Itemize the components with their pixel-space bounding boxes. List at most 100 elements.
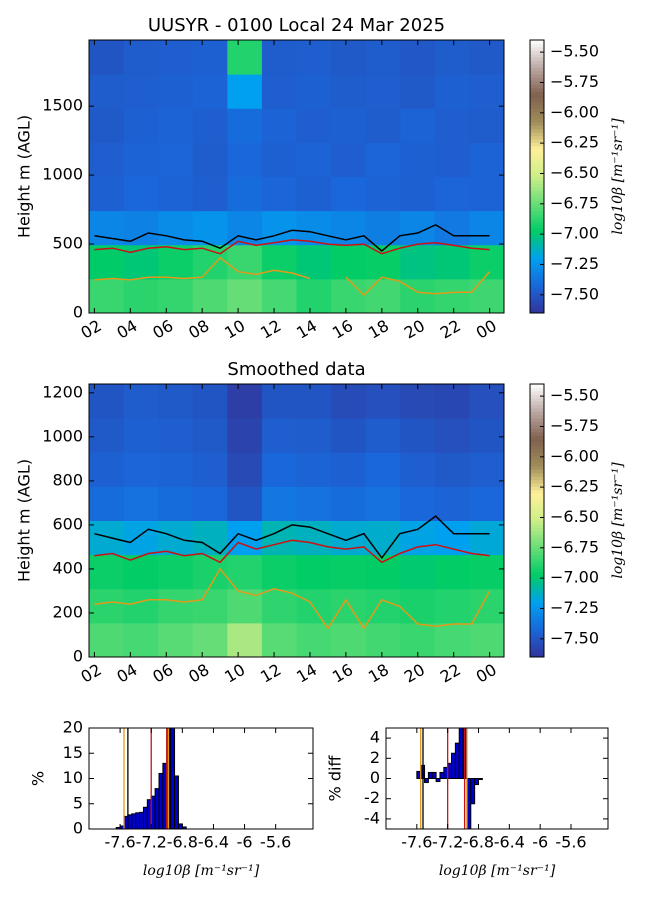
plot-area	[89, 384, 504, 657]
x-tick-label: 20	[401, 316, 428, 343]
colorbar-slice	[530, 118, 544, 123]
colorbar-slice	[530, 452, 544, 457]
heatmap-cell	[192, 176, 228, 212]
colorbar-slice	[530, 94, 544, 99]
heatmap-cell	[434, 554, 470, 590]
heatmap-cell	[365, 418, 401, 453]
colorbar-frame	[529, 383, 545, 658]
heatmap-cell	[227, 74, 263, 109]
colorbar-slice	[530, 619, 544, 624]
histogram-bar	[135, 812, 141, 829]
heatmap-cell	[123, 278, 159, 313]
colorbar-slice	[530, 179, 544, 184]
colorbar-slice	[530, 142, 544, 147]
heatmap-cell	[158, 74, 194, 109]
heatmap-cell	[192, 40, 228, 75]
heatmap-cell	[469, 520, 504, 556]
colorbar-tick-label: −7.00	[550, 224, 599, 243]
colorbar-tick-label: −6.50	[550, 163, 599, 182]
colorbar-tick-label: −6.25	[550, 477, 599, 496]
colorbar-slice	[530, 496, 544, 501]
colorbar-slice	[530, 145, 544, 150]
heatmap-cell	[123, 588, 159, 624]
colorbar-slice	[530, 196, 544, 201]
heatmap-cell	[434, 40, 470, 75]
heatmap-cell	[296, 418, 332, 453]
colorbar-tick-label: −6.00	[550, 446, 599, 465]
heatmap-cell	[296, 588, 332, 624]
x-axis-label: log10β [m⁻¹sr⁻¹]	[143, 863, 260, 879]
colorbar-slice	[530, 292, 544, 297]
colorbar-slice	[530, 176, 544, 181]
heatmap-cell	[434, 278, 470, 313]
colorbar-slice	[530, 547, 544, 552]
x-tick-label: -5.6	[260, 833, 291, 852]
histogram-bar	[474, 778, 480, 786]
x-tick-label: -6	[237, 833, 253, 852]
y-tick-label: 4	[370, 728, 380, 747]
y-tick-label: 2	[370, 748, 380, 767]
colorbar-slice	[530, 530, 544, 535]
heatmap-cell	[89, 384, 125, 419]
x-tick-label: 00	[473, 316, 500, 343]
heatmap-cell	[365, 74, 401, 109]
colorbar-slice	[530, 186, 544, 191]
plot-frame	[88, 39, 505, 314]
histogram-bar	[435, 778, 441, 783]
x-tick-label: -7.2	[432, 833, 463, 852]
histogram-bar	[431, 771, 437, 780]
histogram-bar	[158, 772, 164, 829]
heatmap-cell	[469, 108, 504, 143]
y-axis-label: Height m (AGL)	[15, 459, 34, 582]
colorbar-slice	[530, 479, 544, 484]
heatmap-cell	[158, 452, 194, 487]
colorbar-slice	[530, 534, 544, 539]
heatmap-cell	[469, 622, 504, 657]
heatmap-cell	[365, 554, 401, 590]
colorbar-slice	[530, 612, 544, 617]
histogram-bar	[170, 728, 176, 829]
heatmap-cell	[123, 74, 159, 109]
colorbar-slice	[530, 121, 544, 126]
colorbar-slice	[530, 265, 544, 270]
histogram-bar	[458, 728, 464, 779]
colorbar-slice	[530, 520, 544, 525]
colorbar-slice	[530, 407, 544, 412]
heatmap-cell	[331, 74, 367, 109]
histogram-bar	[451, 752, 456, 779]
heatmap-cell	[434, 520, 470, 556]
heatmap-cell	[469, 554, 504, 590]
colorbar-slice	[530, 401, 544, 405]
colorbar-slice	[530, 390, 544, 395]
heatmap-cell	[296, 244, 332, 280]
colorbar-slice	[530, 108, 544, 113]
colorbar-slice	[530, 411, 544, 416]
colorbar-slice	[530, 220, 544, 225]
colorbar-slice	[530, 500, 544, 504]
heatmap-cell	[227, 588, 263, 624]
colorbar-slice	[530, 77, 544, 82]
heatmap-cell	[227, 554, 263, 590]
colorbar-tick-label: −6.75	[550, 537, 599, 556]
colorbar-slice	[530, 70, 544, 75]
heatmap-cell	[365, 384, 401, 419]
heatmap-cell	[296, 278, 332, 313]
profile-line	[94, 239, 490, 255]
heatmap-cell	[331, 142, 367, 177]
x-tick-label: 06	[149, 660, 176, 687]
x-tick-label: -5.6	[555, 833, 586, 852]
colorbar-slice	[530, 289, 544, 294]
colorbar-slice	[530, 244, 544, 249]
colorbar-slice	[530, 80, 544, 85]
heatmap-cell	[365, 622, 401, 657]
colorbar-slice	[530, 299, 544, 304]
colorbar-slice	[530, 43, 544, 48]
colorbar-tick-label: −5.50	[550, 386, 599, 405]
heatmap-cell	[123, 40, 159, 75]
colorbar-slice	[530, 40, 544, 44]
heatmap-cell	[261, 40, 297, 75]
heatmap-cell	[227, 142, 263, 177]
heatmap-cell	[227, 278, 263, 313]
heatmap-cell	[331, 210, 367, 246]
colorbar-slice	[530, 465, 544, 470]
